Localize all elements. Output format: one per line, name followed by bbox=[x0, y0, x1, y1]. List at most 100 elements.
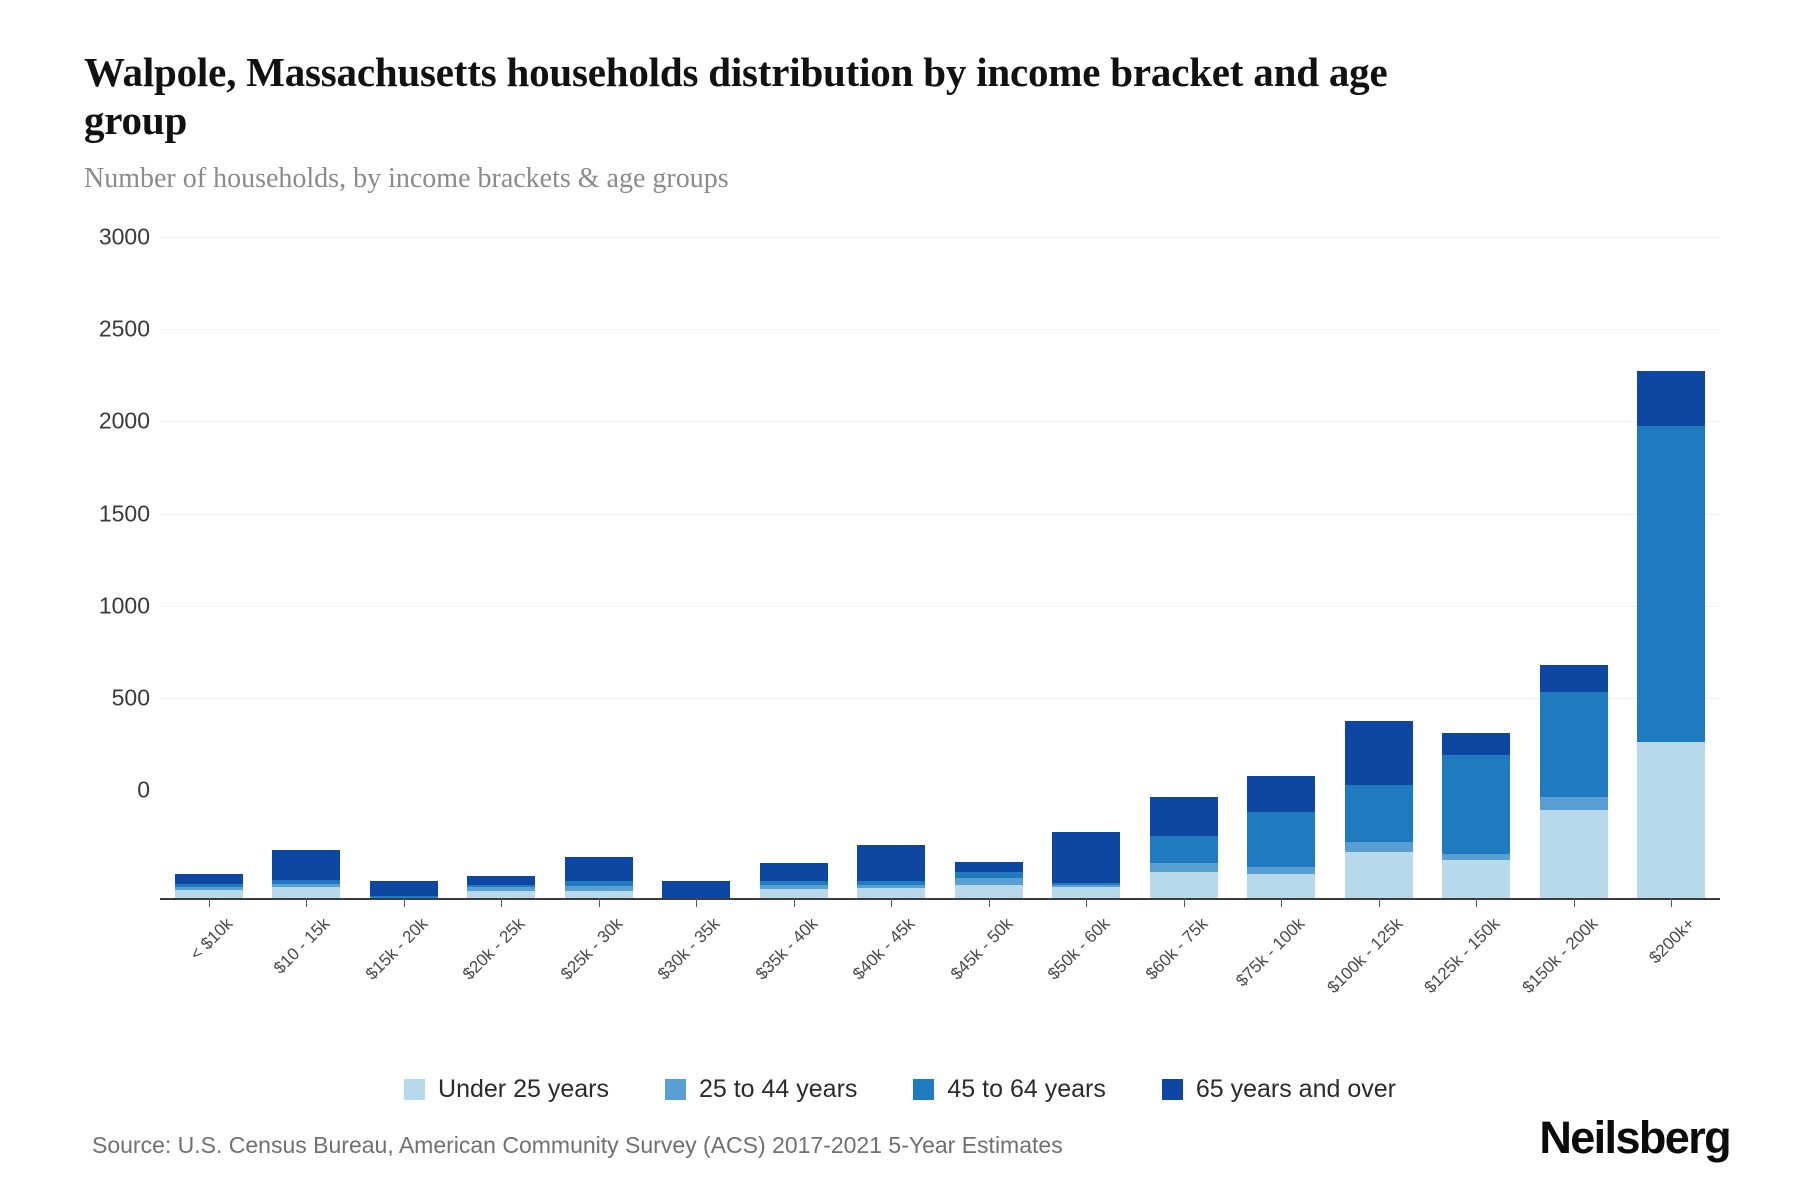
x-axis-tick bbox=[1671, 898, 1673, 907]
bar-segment[interactable] bbox=[1052, 887, 1121, 898]
bar-segment[interactable] bbox=[467, 876, 536, 886]
bar-segment[interactable] bbox=[1539, 809, 1608, 898]
bar-group[interactable] bbox=[174, 237, 243, 898]
x-axis-tick bbox=[1476, 898, 1478, 907]
bar-group[interactable] bbox=[857, 237, 926, 898]
bar-segment[interactable] bbox=[1344, 721, 1413, 785]
bar-segment[interactable] bbox=[1149, 796, 1218, 837]
bar-segment[interactable] bbox=[1539, 691, 1608, 797]
bar-segment[interactable] bbox=[1344, 784, 1413, 842]
bar-segment[interactable] bbox=[1442, 853, 1511, 861]
bar-segment[interactable] bbox=[759, 881, 828, 886]
bar-segment[interactable] bbox=[1539, 796, 1608, 810]
bar-group[interactable] bbox=[1344, 237, 1413, 898]
bar-group[interactable] bbox=[1637, 237, 1706, 898]
bar-segment[interactable] bbox=[467, 885, 536, 888]
bar-group[interactable] bbox=[272, 237, 341, 898]
bar-segment[interactable] bbox=[1247, 874, 1316, 898]
bar-segment[interactable] bbox=[1247, 866, 1316, 875]
bar-segment[interactable] bbox=[857, 887, 926, 898]
bar-segment[interactable] bbox=[1442, 733, 1511, 756]
bar-segment[interactable] bbox=[1149, 836, 1218, 863]
bar-segment[interactable] bbox=[759, 885, 828, 890]
bar-segment[interactable] bbox=[1442, 755, 1511, 854]
bar-group[interactable] bbox=[1539, 237, 1608, 898]
chart-subtitle: Number of households, by income brackets… bbox=[84, 162, 729, 194]
bar-segment[interactable] bbox=[564, 891, 633, 898]
bar-segment[interactable] bbox=[1442, 860, 1511, 898]
bar-segment[interactable] bbox=[174, 890, 243, 898]
brand-logo: Neilsberg bbox=[1539, 1112, 1731, 1163]
bar-segment[interactable] bbox=[857, 884, 926, 888]
bar-group[interactable] bbox=[662, 237, 731, 898]
bar-segment[interactable] bbox=[1052, 831, 1121, 884]
bar-segment[interactable] bbox=[857, 845, 926, 882]
bar-segment[interactable] bbox=[759, 862, 828, 882]
bar-segment[interactable] bbox=[467, 890, 536, 898]
bar-segment[interactable] bbox=[272, 880, 341, 884]
bar-segment[interactable] bbox=[954, 872, 1023, 878]
x-axis-tick-label: $125k - 150k bbox=[1420, 914, 1504, 997]
bar-segment[interactable] bbox=[174, 883, 243, 887]
bar-segment[interactable] bbox=[759, 889, 828, 898]
bar-segment[interactable] bbox=[662, 880, 731, 898]
bar-segment[interactable] bbox=[272, 886, 341, 898]
gridline bbox=[160, 237, 1720, 238]
bar-group[interactable] bbox=[1149, 237, 1218, 898]
x-axis-tick-label: $20k - 25k bbox=[459, 914, 529, 984]
bar-segment[interactable] bbox=[1637, 742, 1706, 898]
bar-segment[interactable] bbox=[1247, 776, 1316, 813]
gridline bbox=[160, 421, 1720, 423]
bar-group[interactable] bbox=[759, 237, 828, 898]
bar-group[interactable] bbox=[1052, 237, 1121, 898]
bar-group[interactable] bbox=[954, 237, 1023, 898]
bar-segment[interactable] bbox=[1344, 841, 1413, 852]
y-axis-tick-label: 0 bbox=[137, 776, 150, 803]
x-axis-tick bbox=[793, 898, 795, 907]
bar-segment[interactable] bbox=[954, 877, 1023, 886]
bar-segment[interactable] bbox=[369, 881, 438, 897]
bar-segment[interactable] bbox=[1149, 872, 1218, 898]
bar-group[interactable] bbox=[1442, 237, 1511, 898]
bar-segment[interactable] bbox=[369, 896, 438, 898]
bar-segment[interactable] bbox=[272, 883, 341, 887]
bars-container: < $10k $10 - 15k $15k - 20k $20k - 25k $25k … bbox=[160, 0, 1720, 1200]
bar-segment[interactable] bbox=[272, 849, 341, 881]
legend-item[interactable]: 65 years and over bbox=[1161, 1075, 1396, 1104]
bar-segment[interactable] bbox=[1344, 851, 1413, 898]
y-axis-tick-label: 2000 bbox=[98, 407, 150, 434]
bar-segment[interactable] bbox=[467, 887, 536, 891]
bar-group[interactable] bbox=[467, 237, 536, 898]
x-axis-tick-label: $35k - 40k bbox=[751, 914, 822, 984]
bar-segment[interactable] bbox=[857, 881, 926, 885]
legend-item[interactable]: 25 to 44 years bbox=[664, 1075, 857, 1104]
chart-header: Walpole, Massachusetts households distri… bbox=[84, 48, 1684, 195]
bar-group[interactable] bbox=[564, 237, 633, 898]
x-axis-tick-label: $150k - 200k bbox=[1518, 914, 1602, 997]
bar-segment[interactable] bbox=[564, 856, 633, 881]
bar-segment[interactable] bbox=[1052, 883, 1121, 886]
legend-item[interactable]: Under 25 years bbox=[404, 1075, 609, 1104]
chart-legend: Under 25 years 25 to 44 years 45 to 64 yea… bbox=[0, 1075, 1800, 1104]
bar-group[interactable] bbox=[369, 237, 438, 898]
bar-segment[interactable] bbox=[1637, 426, 1706, 743]
bar-segment[interactable] bbox=[1052, 885, 1121, 888]
bar-segment[interactable] bbox=[174, 886, 243, 891]
legend-item[interactable]: 45 to 64 years bbox=[913, 1075, 1106, 1104]
x-axis-tick bbox=[598, 898, 600, 907]
bar-segment[interactable] bbox=[1247, 812, 1316, 867]
legend-swatch-icon bbox=[1161, 1079, 1183, 1100]
bar-group[interactable] bbox=[1247, 237, 1316, 898]
bar-segment[interactable] bbox=[954, 862, 1023, 873]
x-axis-tick-label: $75k - 100k bbox=[1232, 914, 1309, 991]
x-axis-tick bbox=[696, 898, 698, 907]
bar-segment[interactable] bbox=[1637, 370, 1706, 427]
bar-segment[interactable] bbox=[1539, 664, 1608, 692]
bar-segment[interactable] bbox=[174, 873, 243, 884]
bar-segment[interactable] bbox=[1149, 863, 1218, 873]
bar-segment[interactable] bbox=[564, 885, 633, 891]
bar-segment[interactable] bbox=[954, 885, 1023, 898]
bar-segment[interactable] bbox=[564, 880, 633, 886]
